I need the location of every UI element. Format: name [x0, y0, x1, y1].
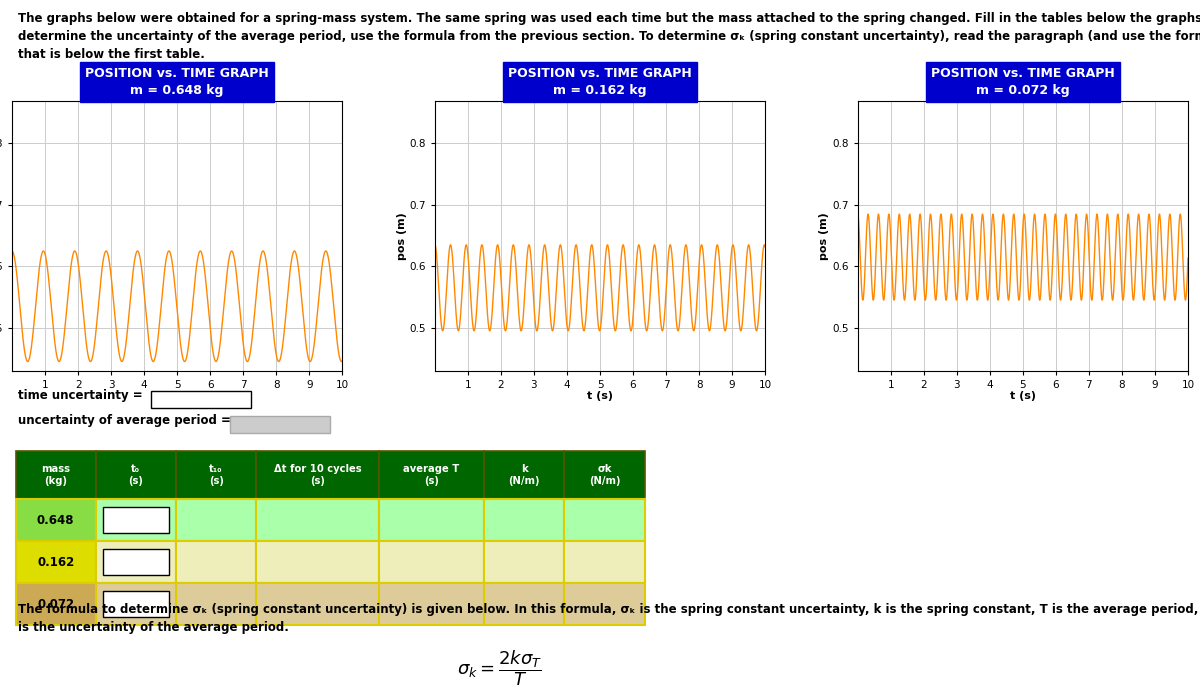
Y-axis label: pos (m): pos (m)	[396, 212, 407, 259]
Bar	[564, 452, 644, 500]
Bar	[257, 583, 379, 625]
Text: Δt for 10 cycles
(s): Δt for 10 cycles (s)	[274, 464, 361, 486]
Title: POSITION vs. TIME GRAPH
m = 0.162 kg: POSITION vs. TIME GRAPH m = 0.162 kg	[508, 67, 692, 97]
Bar	[564, 500, 644, 541]
Bar	[257, 541, 379, 583]
Bar	[16, 452, 96, 500]
Bar	[176, 583, 257, 625]
Bar	[103, 507, 169, 533]
FancyBboxPatch shape	[151, 391, 251, 408]
Bar	[379, 500, 485, 541]
Bar	[16, 500, 96, 541]
Text: mass
(kg): mass (kg)	[41, 464, 70, 486]
Bar	[485, 541, 564, 583]
Bar	[96, 541, 176, 583]
Bar	[176, 541, 257, 583]
FancyBboxPatch shape	[229, 416, 330, 433]
Y-axis label: pos (m): pos (m)	[820, 212, 829, 259]
Bar	[379, 541, 485, 583]
Text: 0.072: 0.072	[37, 598, 74, 610]
Text: average T
(s): average T (s)	[403, 464, 460, 486]
Text: k
(N/m): k (N/m)	[509, 464, 540, 486]
Text: t₁₀
(s): t₁₀ (s)	[209, 464, 223, 486]
Bar	[176, 500, 257, 541]
X-axis label: t (s): t (s)	[587, 391, 613, 401]
X-axis label: t (s): t (s)	[1010, 391, 1036, 401]
Text: $\sigma_k = \dfrac{2k\sigma_T}{T}$: $\sigma_k = \dfrac{2k\sigma_T}{T}$	[457, 648, 542, 688]
Text: uncertainty of average period =: uncertainty of average period =	[18, 414, 230, 427]
Bar	[103, 591, 169, 617]
Text: The graphs below were obtained for a spring-mass system. The same spring was use: The graphs below were obtained for a spr…	[18, 12, 1200, 61]
Text: 0.162: 0.162	[37, 556, 74, 569]
Bar	[485, 583, 564, 625]
Bar	[379, 583, 485, 625]
Bar	[103, 549, 169, 575]
Bar	[16, 583, 96, 625]
Text: t₀
(s): t₀ (s)	[128, 464, 143, 486]
Text: The formula to determine σₖ (spring constant uncertainty) is given below. In thi: The formula to determine σₖ (spring cons…	[18, 603, 1200, 635]
Bar	[379, 452, 485, 500]
Text: σk
(N/m): σk (N/m)	[589, 464, 620, 486]
Bar	[96, 583, 176, 625]
Title: POSITION vs. TIME GRAPH
m = 0.648 kg: POSITION vs. TIME GRAPH m = 0.648 kg	[85, 67, 269, 97]
Text: 0.648: 0.648	[37, 514, 74, 527]
Bar	[96, 452, 176, 500]
Bar	[96, 500, 176, 541]
Text: time uncertainty =: time uncertainty =	[18, 389, 143, 402]
Bar	[564, 583, 644, 625]
X-axis label: t (s): t (s)	[164, 391, 190, 401]
Bar	[257, 500, 379, 541]
Bar	[176, 452, 257, 500]
Bar	[485, 452, 564, 500]
Bar	[257, 452, 379, 500]
Bar	[564, 541, 644, 583]
Bar	[485, 500, 564, 541]
Bar	[16, 541, 96, 583]
Title: POSITION vs. TIME GRAPH
m = 0.072 kg: POSITION vs. TIME GRAPH m = 0.072 kg	[931, 67, 1115, 97]
